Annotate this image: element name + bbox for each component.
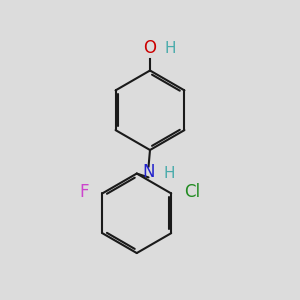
Text: F: F bbox=[80, 183, 89, 201]
Text: H: H bbox=[163, 166, 175, 181]
Text: H: H bbox=[164, 41, 176, 56]
Text: Cl: Cl bbox=[184, 183, 200, 201]
Text: O: O bbox=[143, 39, 157, 57]
Text: N: N bbox=[142, 163, 155, 181]
